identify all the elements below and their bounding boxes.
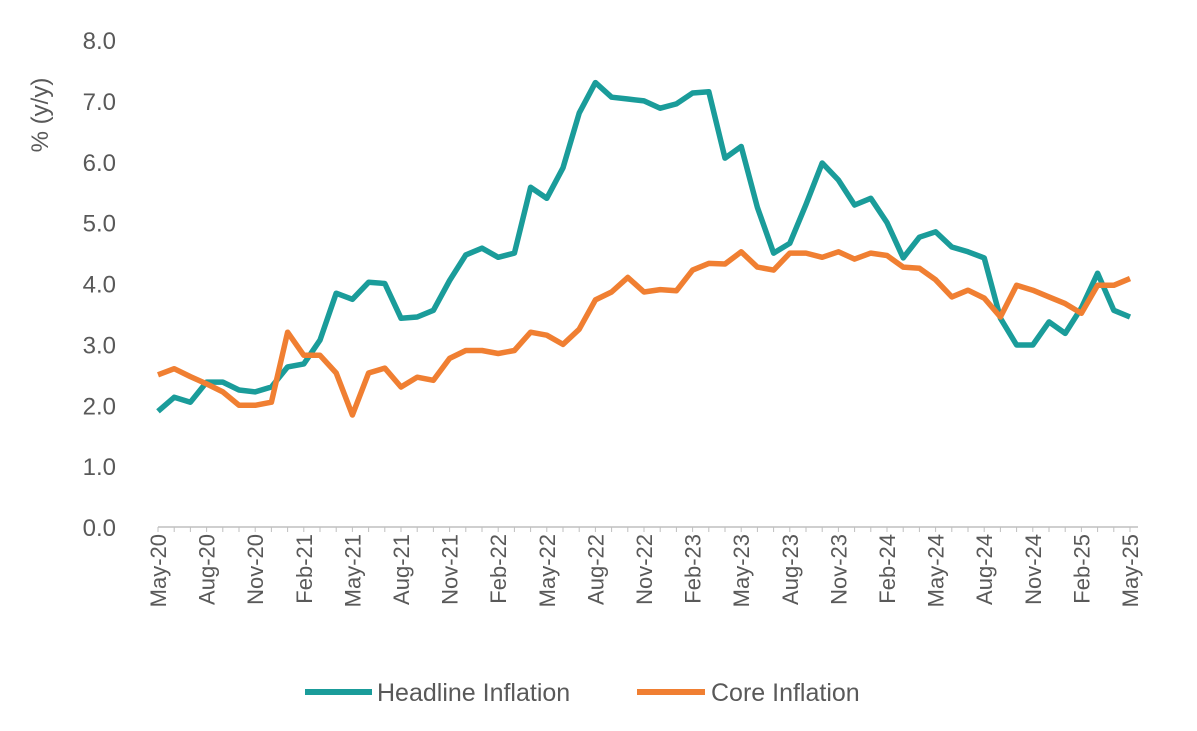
x-tick-label: Nov-22 bbox=[632, 534, 657, 605]
y-tick-label: 2.0 bbox=[83, 393, 116, 420]
x-axis: May-20 Aug-20 Nov-20 Feb-21 May-21 Aug-21 Nov-… bbox=[146, 527, 1143, 607]
x-tick-label: Nov-21 bbox=[438, 534, 463, 605]
x-tick-label: Aug-21 bbox=[389, 534, 414, 605]
legend: Headline Inflation Core Inflation bbox=[305, 679, 860, 707]
x-tick-label: Feb-22 bbox=[486, 534, 511, 604]
x-tick-label: Feb-25 bbox=[1069, 534, 1094, 604]
x-tick-label: May-23 bbox=[729, 534, 754, 607]
x-tick-label: May-25 bbox=[1118, 534, 1143, 607]
legend-label-headline: Headline Inflation bbox=[377, 679, 570, 707]
x-tick-label: Aug-23 bbox=[778, 534, 803, 605]
x-tick-label: Feb-24 bbox=[875, 534, 900, 604]
x-tick-label: Aug-20 bbox=[195, 534, 220, 605]
x-tick-label: Nov-23 bbox=[826, 534, 851, 605]
x-tick-label: May-21 bbox=[340, 534, 365, 607]
y-tick-label: 6.0 bbox=[83, 150, 116, 177]
y-tick-label: 7.0 bbox=[83, 89, 116, 116]
y-tick-label: 8.0 bbox=[83, 28, 116, 55]
series-line-core bbox=[158, 252, 1130, 415]
series-lines bbox=[158, 83, 1130, 416]
y-axis-label: % (y/y) bbox=[27, 78, 54, 153]
x-tick-label: May-22 bbox=[535, 534, 560, 607]
x-tick-label: Aug-22 bbox=[583, 534, 608, 605]
y-tick-label: 1.0 bbox=[83, 454, 116, 481]
y-axis: 0.0 1.0 2.0 3.0 4.0 5.0 6.0 7.0 8.0 bbox=[83, 28, 116, 542]
y-tick-label: 0.0 bbox=[83, 515, 116, 542]
x-tick-label: Feb-23 bbox=[681, 534, 706, 604]
x-tick-label: Nov-24 bbox=[1021, 534, 1046, 605]
x-tick-label: Nov-20 bbox=[243, 534, 268, 605]
series-line-headline bbox=[158, 83, 1130, 412]
x-tick-label: Aug-24 bbox=[972, 534, 997, 605]
x-tick-label: Feb-21 bbox=[292, 534, 317, 604]
y-tick-label: 3.0 bbox=[83, 332, 116, 359]
legend-label-core: Core Inflation bbox=[711, 679, 860, 707]
x-tick-label: May-24 bbox=[924, 534, 949, 607]
y-tick-label: 4.0 bbox=[83, 272, 116, 299]
y-tick-label: 5.0 bbox=[83, 211, 116, 238]
x-tick-label: May-20 bbox=[146, 534, 171, 607]
